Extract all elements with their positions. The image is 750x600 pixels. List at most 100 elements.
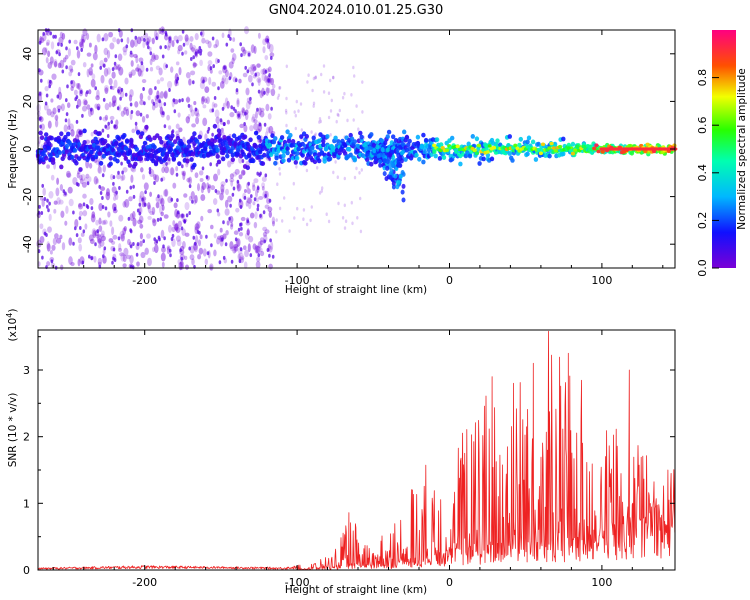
spectrogram-cell bbox=[49, 56, 54, 64]
spectrogram-cell bbox=[127, 163, 133, 168]
spectrogram-cell bbox=[271, 83, 276, 89]
spectrogram-cell bbox=[156, 79, 161, 85]
spectrogram-cell bbox=[38, 204, 41, 209]
spectrogram-cell bbox=[303, 160, 308, 166]
spectrogram-cell bbox=[191, 199, 194, 204]
spectrogram-cell bbox=[258, 149, 263, 155]
spectrogram-cell bbox=[52, 237, 58, 246]
spectrogram-cell bbox=[199, 177, 204, 183]
spectrogram-cell bbox=[190, 191, 195, 200]
spectrogram-cell bbox=[222, 135, 227, 140]
spectrogram-cell bbox=[46, 39, 51, 46]
spectrogram-cell bbox=[101, 220, 106, 225]
spectrogram-cell bbox=[63, 134, 68, 140]
spectrogram-cell bbox=[466, 141, 471, 147]
spectrogram-cell bbox=[432, 143, 437, 148]
spectrogram-cell bbox=[140, 167, 144, 173]
spectrogram-cell bbox=[264, 204, 270, 209]
spectrogram-cell bbox=[97, 257, 103, 266]
spectrogram-cell bbox=[160, 197, 165, 207]
spectrogram-cell bbox=[383, 140, 388, 146]
spectrogram-cell bbox=[89, 198, 94, 205]
spectrogram-cell bbox=[158, 99, 162, 104]
spectrogram-cell bbox=[77, 82, 81, 90]
spectrogram-cell bbox=[259, 247, 263, 253]
spectrogram-cell bbox=[129, 112, 133, 121]
spectrogram-cell bbox=[275, 218, 278, 222]
spectrogram-cell bbox=[148, 46, 152, 52]
spectrogram-cell bbox=[86, 90, 89, 95]
spectrogram-cell bbox=[62, 57, 67, 63]
spectrogram-cell bbox=[247, 197, 253, 204]
spectrogram-cell bbox=[48, 201, 51, 206]
spectrogram-cell bbox=[360, 168, 363, 172]
spectrogram-cell bbox=[185, 116, 191, 124]
spectrogram-frame bbox=[37, 29, 676, 269]
spectrogram-cell bbox=[293, 216, 296, 220]
spectrogram-cell bbox=[257, 89, 261, 94]
spectrogram-cell bbox=[229, 36, 232, 41]
spectrogram-cell bbox=[88, 162, 93, 169]
spectrogram-cell bbox=[152, 219, 157, 227]
spectrogram-cell bbox=[166, 114, 170, 121]
spectrogram-cell bbox=[57, 62, 62, 69]
spectrogram-cell bbox=[112, 181, 115, 186]
spectrogram-cell bbox=[68, 39, 71, 44]
spectrogram-cell bbox=[153, 237, 156, 242]
spectrogram-cell bbox=[176, 198, 179, 203]
spectrogram-cell bbox=[441, 155, 447, 160]
spectrogram-cell bbox=[185, 158, 190, 164]
spectrogram-cell bbox=[155, 65, 161, 71]
spectrogram-cell bbox=[168, 248, 172, 253]
spectrogram-cell bbox=[262, 210, 266, 215]
spectrogram-cell bbox=[421, 159, 426, 165]
spectrogram-cell bbox=[194, 194, 198, 204]
spectrogram-cell bbox=[258, 195, 264, 201]
x-tick-label: -200 bbox=[132, 576, 157, 589]
spectrogram-cell bbox=[98, 243, 102, 249]
spectrogram-cell bbox=[357, 127, 360, 131]
snr-panel: -200 -100 0 100 0 1 2 3 Height of straight line… bbox=[5, 309, 676, 596]
spectrogram-cell bbox=[68, 71, 73, 77]
spectrogram-cell bbox=[271, 216, 276, 225]
spectrogram-cell bbox=[46, 243, 51, 252]
spectrogram-cell bbox=[510, 158, 515, 163]
spectrogram-cell bbox=[547, 146, 552, 150]
spectrogram-cell bbox=[140, 251, 146, 259]
spectrogram-cell bbox=[135, 110, 141, 117]
spectrogram-cell bbox=[233, 243, 239, 249]
spectrogram-cell bbox=[152, 101, 156, 106]
spectrogram-cell bbox=[188, 176, 193, 185]
spectrogram-cell bbox=[41, 47, 48, 56]
spectrogram-cell bbox=[495, 138, 500, 144]
spectrogram-cell bbox=[281, 219, 284, 223]
spectrogram-cell bbox=[126, 159, 131, 165]
spectrogram-cell bbox=[187, 114, 191, 120]
spectrogram-cell bbox=[242, 170, 246, 176]
spectrogram-cell bbox=[136, 242, 140, 247]
spectrogram-cell bbox=[141, 174, 146, 180]
spectrogram-cell bbox=[332, 170, 335, 175]
spectrogram-cell bbox=[213, 44, 218, 49]
spectrogram-cell bbox=[207, 51, 213, 57]
spectrogram-cell bbox=[351, 221, 354, 226]
spectrogram-cell bbox=[147, 202, 151, 210]
spectrogram-cell bbox=[285, 64, 288, 69]
spectrogram-cell bbox=[99, 186, 106, 192]
spectrogram-cell bbox=[178, 127, 183, 133]
spectrogram-cell bbox=[95, 95, 100, 101]
spectrogram-cell bbox=[249, 212, 255, 219]
spectrogram-cell bbox=[224, 242, 228, 247]
spectrogram-cell bbox=[40, 211, 44, 215]
spectrogram-cell bbox=[327, 115, 331, 120]
spectrogram-cell bbox=[239, 123, 245, 129]
spectrogram-cell bbox=[232, 37, 236, 42]
spectrogram-cell bbox=[256, 256, 261, 262]
spectrogram-cell bbox=[401, 183, 406, 189]
spectrogram-cell bbox=[312, 104, 315, 108]
spectrogram-cell bbox=[130, 60, 134, 67]
spectrogram-cell bbox=[157, 136, 163, 141]
spectrogram-cell bbox=[66, 131, 71, 137]
spectrogram-cell bbox=[398, 174, 403, 179]
spectrogram-cell bbox=[104, 102, 110, 111]
